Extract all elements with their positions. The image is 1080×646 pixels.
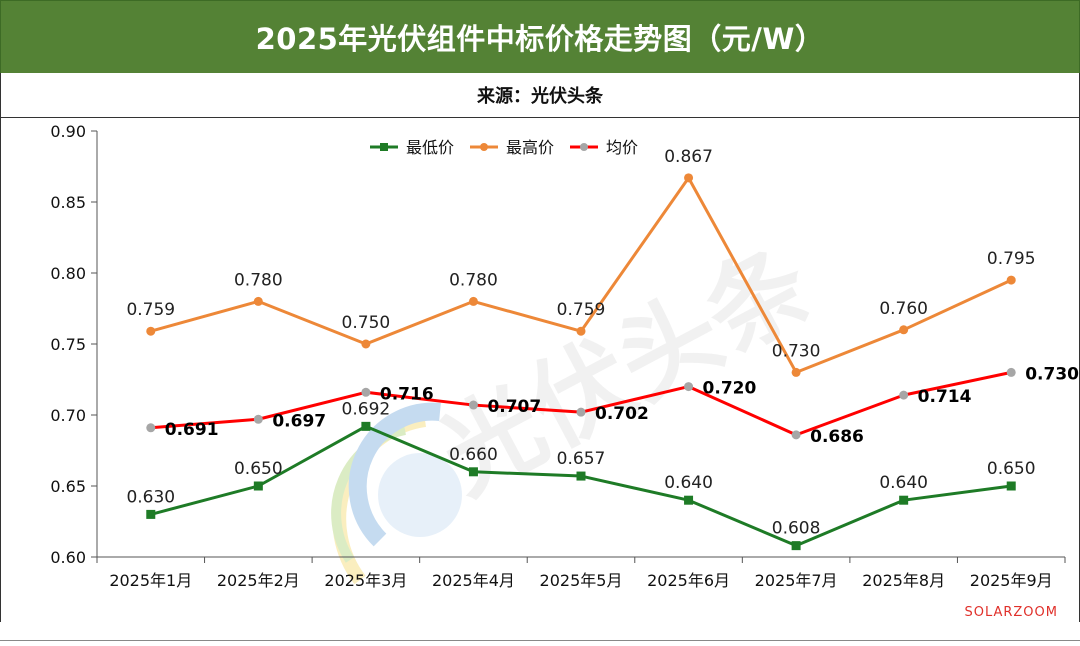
data-label-high: 0.750 — [342, 313, 391, 333]
x-tick-label: 2025年8月 — [862, 571, 945, 590]
data-label-low: 0.650 — [234, 459, 283, 479]
data-label-avg: 0.707 — [487, 397, 541, 417]
legend-marker-low — [380, 143, 388, 151]
data-point-avg — [791, 430, 801, 440]
x-tick-label: 2025年6月 — [647, 571, 730, 590]
data-point-high — [146, 326, 156, 336]
data-point-high — [899, 325, 909, 335]
x-tick-label: 2025年1月 — [109, 571, 192, 590]
data-label-avg: 0.714 — [918, 387, 972, 407]
data-label-high: 0.759 — [126, 300, 175, 320]
data-label-low: 0.660 — [449, 445, 498, 465]
data-point-low — [576, 471, 586, 481]
legend-label-low: 最低价 — [406, 138, 454, 157]
data-label-low: 0.692 — [342, 399, 391, 419]
watermark-logo-arc-green — [331, 425, 407, 563]
y-tick-label: 0.60 — [50, 548, 86, 567]
watermark-logo-arc-yellow — [332, 413, 427, 585]
data-label-avg: 0.702 — [595, 404, 649, 424]
data-label-avg: 0.716 — [380, 384, 434, 404]
data-point-avg — [361, 387, 371, 397]
chart-title: 2025年光伏组件中标价格走势图（元/W） — [255, 22, 825, 56]
data-label-avg: 0.691 — [165, 420, 219, 440]
watermark-logo — [331, 402, 462, 585]
data-point-avg — [253, 414, 263, 424]
source-label: 来源：光伏头条 — [477, 86, 603, 107]
data-point-low — [146, 509, 156, 519]
watermark-logo-core — [378, 453, 462, 537]
legend-label-avg: 均价 — [606, 138, 638, 157]
data-label-avg: 0.686 — [810, 427, 864, 447]
data-point-low — [468, 467, 478, 477]
y-tick-label: 0.70 — [50, 406, 86, 425]
data-point-low — [1006, 481, 1016, 491]
legend-marker-high — [480, 143, 488, 151]
data-point-low — [361, 421, 371, 431]
data-point-high — [1006, 275, 1016, 285]
y-tick-label: 0.75 — [50, 335, 86, 354]
data-label-high: 0.780 — [234, 270, 283, 290]
data-point-avg — [899, 390, 909, 400]
watermark-logo-arc-blue — [348, 402, 441, 547]
x-tick-label: 2025年3月 — [324, 571, 407, 590]
x-tick-label: 2025年4月 — [432, 571, 515, 590]
data-label-low: 0.630 — [126, 487, 175, 507]
legend-marker-avg — [580, 143, 588, 151]
data-label-high: 0.730 — [772, 341, 821, 361]
x-tick-label: 2025年9月 — [970, 571, 1053, 590]
data-point-low — [253, 481, 263, 491]
data-point-avg — [468, 400, 478, 410]
bottom-rule — [0, 640, 1080, 641]
data-label-high: 0.867 — [664, 147, 713, 167]
data-label-high: 0.759 — [557, 300, 606, 320]
data-point-high — [576, 326, 586, 336]
data-point-high — [253, 296, 263, 306]
data-point-avg — [576, 407, 586, 417]
x-tick-label: 2025年7月 — [755, 571, 838, 590]
y-tick-label: 0.80 — [50, 264, 86, 283]
data-point-high — [468, 296, 478, 306]
data-label-low: 0.640 — [664, 473, 713, 493]
data-label-low: 0.650 — [987, 459, 1036, 479]
data-label-low: 0.608 — [772, 519, 821, 539]
y-tick-label: 0.90 — [50, 122, 86, 141]
y-tick-label: 0.65 — [50, 477, 86, 496]
data-point-avg — [146, 423, 156, 433]
source-bar: 来源：光伏头条 — [0, 73, 1080, 118]
data-point-low — [684, 495, 694, 505]
brand-text: SOLARZOOM — [964, 605, 1058, 620]
data-label-high: 0.780 — [449, 270, 498, 290]
x-tick-label: 2025年2月 — [217, 571, 300, 590]
data-point-avg — [1006, 367, 1016, 377]
data-label-low: 0.640 — [879, 473, 928, 493]
data-point-high — [791, 367, 801, 377]
legend-label-high: 最高价 — [506, 138, 554, 157]
data-label-avg: 0.720 — [703, 379, 757, 399]
data-point-high — [684, 173, 694, 183]
data-point-high — [361, 339, 371, 349]
x-tick-label: 2025年5月 — [540, 571, 623, 590]
data-label-low: 0.657 — [557, 449, 606, 469]
data-point-low — [899, 495, 909, 505]
data-label-high: 0.795 — [987, 249, 1036, 269]
data-label-avg: 0.697 — [272, 411, 326, 431]
data-label-avg: 0.730 — [1025, 364, 1079, 384]
y-tick-label: 0.85 — [50, 193, 86, 212]
data-label-high: 0.760 — [879, 299, 928, 319]
data-point-avg — [684, 382, 694, 392]
data-point-low — [791, 541, 801, 551]
chart-title-bar: 2025年光伏组件中标价格走势图（元/W） — [0, 0, 1080, 74]
